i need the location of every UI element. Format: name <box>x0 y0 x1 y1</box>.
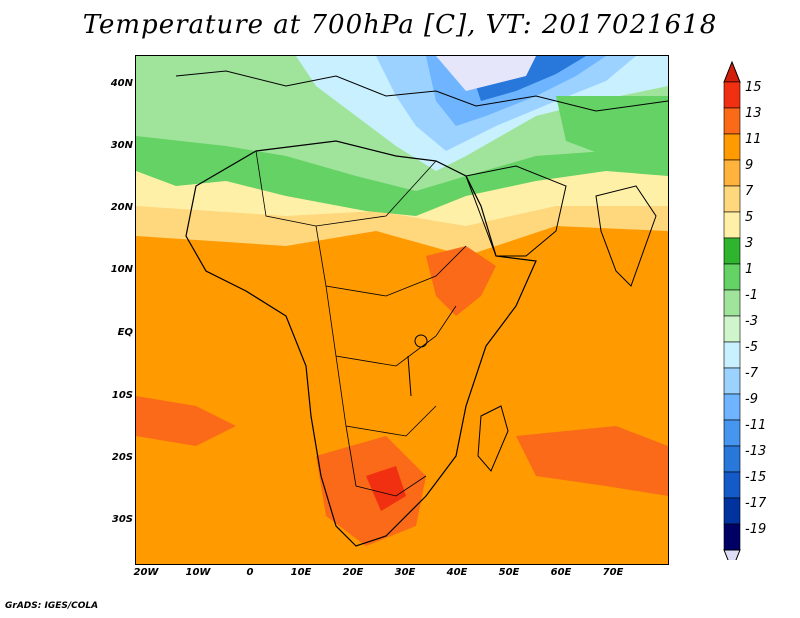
lake-tanganyika <box>407 355 412 397</box>
colorbar-bottom-arrow <box>723 549 741 560</box>
lon-label-0: 0 <box>246 567 254 578</box>
colorbar-tick-label: -13 <box>745 444 767 459</box>
colorbar-swatch <box>723 315 741 343</box>
lon-label-10e: 10E <box>290 567 312 578</box>
colorbar-tick-label: 5 <box>745 210 754 225</box>
colorbar-swatch <box>723 341 741 369</box>
madagascar-coastline <box>477 405 509 472</box>
colorbar-tick-label: -19 <box>745 522 767 537</box>
colorbar-tick-label: -9 <box>745 392 758 407</box>
lon-label-20e: 20E <box>342 567 364 578</box>
colorbar <box>723 60 741 560</box>
contour-band-minus19c <box>436 56 536 91</box>
colorbar-top-arrow <box>723 60 741 83</box>
lon-label-50e: 50E <box>498 567 520 578</box>
colorbar-tick-label: -7 <box>745 366 758 381</box>
colorbar-tick-label: -15 <box>745 470 767 485</box>
chart-title: Temperature at 700hPa [C], VT: 201702161… <box>82 10 718 40</box>
central-africa-borders <box>325 285 457 367</box>
lat-label-20s: 20S <box>111 452 133 463</box>
colorbar-swatch <box>723 237 741 265</box>
lon-label-70e: 70E <box>602 567 624 578</box>
colorbar-swatch <box>723 185 741 213</box>
lake-victoria <box>414 334 428 348</box>
colorbar-tick-label: -17 <box>745 496 767 511</box>
colorbar-swatch <box>723 393 741 421</box>
colorbar-swatch <box>723 471 741 499</box>
colorbar-tick-label: 1 <box>745 262 754 277</box>
lat-label-30n: 30N <box>110 140 133 151</box>
footer-credit: GrADS: IGES/COLA <box>5 601 99 611</box>
colorbar-tick-label: -11 <box>745 418 767 433</box>
colorbar-swatch <box>723 523 741 551</box>
colorbar-tick-label: 9 <box>745 158 754 173</box>
colorbar-swatch <box>723 419 741 447</box>
colorbar-tick-label: 15 <box>745 80 762 95</box>
southern-central-borders <box>335 355 437 437</box>
colorbar-swatch <box>723 497 741 525</box>
southern-africa-borders <box>345 425 427 497</box>
lat-label-10s: 10S <box>111 390 133 401</box>
lon-label-20w: 20W <box>133 567 159 578</box>
india-coastline <box>595 185 657 287</box>
colorbar-tick-label: 3 <box>745 236 754 251</box>
lat-label-40n: 40N <box>110 78 133 89</box>
colorbar-swatch <box>723 263 741 291</box>
lat-label-10n: 10N <box>110 264 133 275</box>
colorbar-tick-label: 13 <box>745 106 762 121</box>
lon-label-40e: 40E <box>446 567 468 578</box>
hot-patch-horn <box>426 246 496 316</box>
colorbar-swatch <box>723 289 741 317</box>
contour-band-1c-east <box>556 96 668 166</box>
colorbar-swatch <box>723 367 741 395</box>
colorbar-swatch <box>723 107 741 135</box>
colorbar-swatch <box>723 133 741 161</box>
lon-label-60e: 60E <box>550 567 572 578</box>
hot-core-southern-africa <box>366 466 406 511</box>
colorbar-swatch <box>723 81 741 109</box>
hot-patch-indian-ocean <box>516 426 668 496</box>
colorbar-tick-label: 7 <box>745 184 754 199</box>
lon-label-10w: 10W <box>185 567 211 578</box>
colorbar-tick-label: 11 <box>745 132 762 147</box>
colorbar-tick-label: -5 <box>745 340 758 355</box>
map-canvas <box>136 56 668 564</box>
colorbar-tick-label: -3 <box>745 314 758 329</box>
colorbar-tick-label: -1 <box>745 288 758 303</box>
colorbar-swatch <box>723 211 741 239</box>
lat-label-eq: EQ <box>117 327 133 338</box>
hot-patch-southern-africa <box>316 436 426 546</box>
arabia-coastline <box>465 165 567 257</box>
sahel-borders <box>315 225 467 297</box>
colorbar-swatch <box>723 445 741 473</box>
lat-label-20n: 20N <box>110 202 133 213</box>
lat-label-30s: 30S <box>111 514 133 525</box>
lon-label-30e: 30E <box>394 567 416 578</box>
colorbar-swatch <box>723 159 741 187</box>
europe-coastline <box>175 70 668 112</box>
hot-patch-atlantic <box>136 396 236 446</box>
temperature-map <box>135 55 669 565</box>
